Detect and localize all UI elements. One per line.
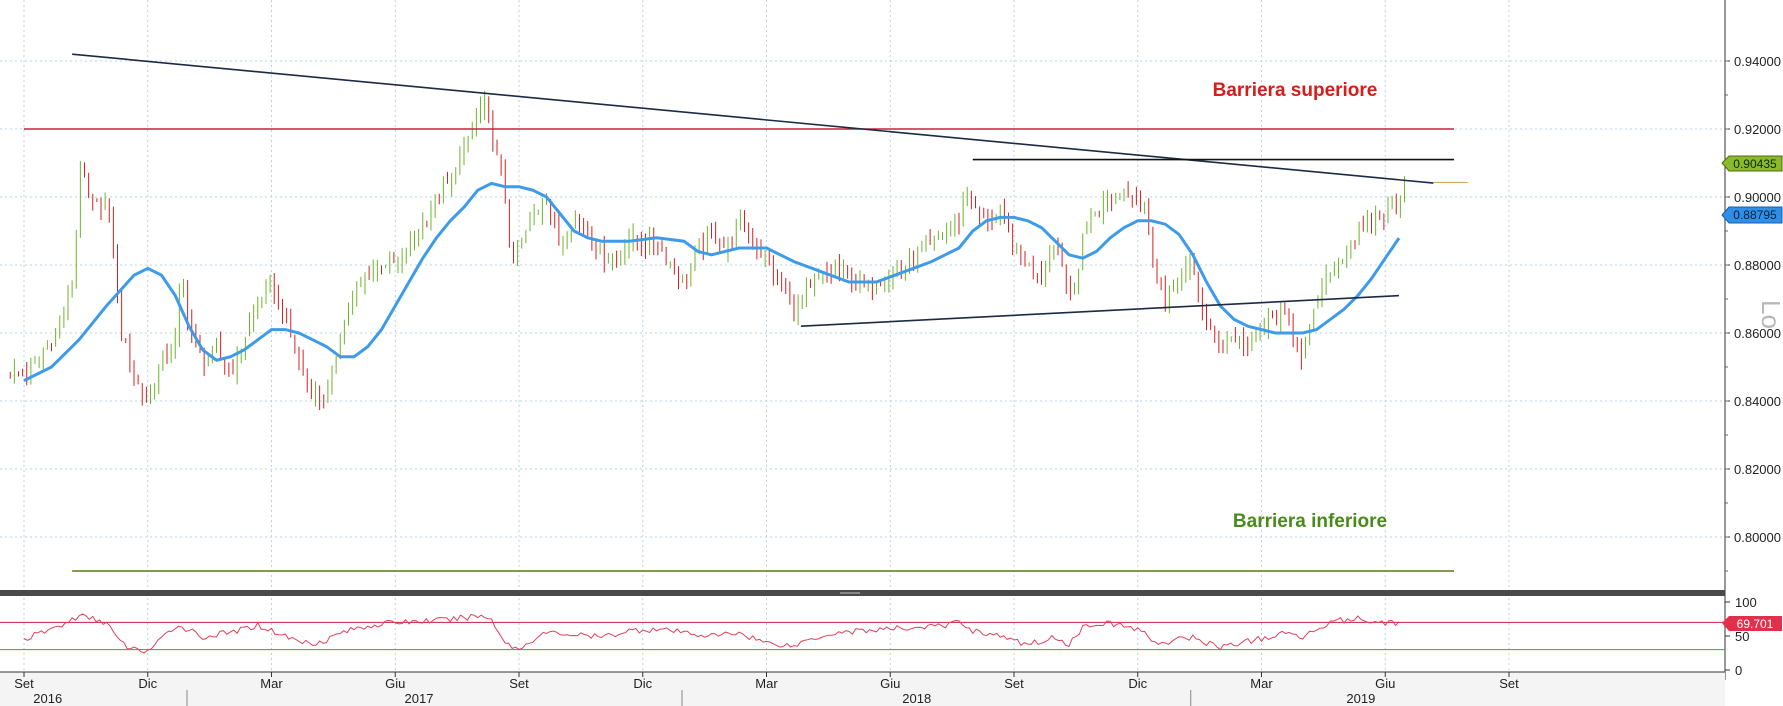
price-badges: 0.90435 0.88795 Lo xyxy=(1721,155,1783,329)
rsi-panel[interactable]: 100 50 0 xyxy=(0,595,1757,678)
month-label: Mar xyxy=(755,676,778,691)
y-tick-label: 0.82000 xyxy=(1734,462,1781,477)
month-label: Mar xyxy=(260,676,283,691)
rsi-value-badge: 69.701 xyxy=(1722,616,1782,631)
rising-support-line xyxy=(800,294,1400,327)
y-tick-label: 0.92000 xyxy=(1734,122,1781,137)
month-label: Dic xyxy=(633,676,652,691)
descending-trend-line xyxy=(72,53,1434,184)
last-price-value: 0.90435 xyxy=(1733,157,1777,171)
month-label: Set xyxy=(1499,676,1519,691)
annotation-layer: Barriera superiore Barriera inferiore xyxy=(1213,80,1387,532)
panel-separator[interactable] xyxy=(0,590,1725,596)
y-tick-label: 0.80000 xyxy=(1734,530,1781,545)
year-label: 2018 xyxy=(902,691,931,706)
y-tick-label: 0.94000 xyxy=(1734,54,1781,69)
price-y-axis: 0.94000 0.92000 0.90000 0.88000 0.86000 0.840… xyxy=(1724,0,1781,680)
y-tick-label: 0.84000 xyxy=(1734,394,1781,409)
ma-value: 0.88795 xyxy=(1733,208,1777,222)
month-label: Dic xyxy=(138,676,157,691)
y-tick-label: 0.86000 xyxy=(1734,326,1781,341)
upper-barrier-label: Barriera superiore xyxy=(1213,80,1378,101)
month-label: Giu xyxy=(880,676,900,691)
main-price-panel[interactable] xyxy=(9,53,1468,572)
y-tick-label: 0.88000 xyxy=(1734,258,1781,273)
month-label: Set xyxy=(1004,676,1024,691)
year-label: 2019 xyxy=(1346,691,1375,706)
month-label: Mar xyxy=(1250,676,1273,691)
moving-average-line xyxy=(23,181,1401,382)
rsi-tick-label: 100 xyxy=(1735,595,1757,610)
rsi-value: 69.701 xyxy=(1737,617,1774,631)
x-axis-background xyxy=(0,672,1725,706)
rsi-tick-label: 50 xyxy=(1735,629,1749,644)
month-label: Set xyxy=(509,676,529,691)
ma-value-badge: 0.88795 xyxy=(1721,206,1783,224)
rsi-line xyxy=(23,613,1400,654)
y-tick-label: 0.90000 xyxy=(1734,190,1781,205)
side-label: Lo xyxy=(1756,300,1783,329)
lower-barrier-label: Barriera inferiore xyxy=(1233,511,1387,532)
rsi-tick-label: 0 xyxy=(1735,663,1742,678)
month-label: Set xyxy=(14,676,34,691)
month-label: Giu xyxy=(1375,676,1395,691)
year-label: 2017 xyxy=(405,691,434,706)
year-label: 2016 xyxy=(33,691,62,706)
last-price-badge: 0.90435 xyxy=(1721,155,1783,172)
time-x-axis: Set Dic Mar Giu Set Dic Mar Giu Set Dic Mar Giu Set2… xyxy=(0,671,1725,706)
month-label: Giu xyxy=(385,676,405,691)
month-label: Dic xyxy=(1128,676,1147,691)
